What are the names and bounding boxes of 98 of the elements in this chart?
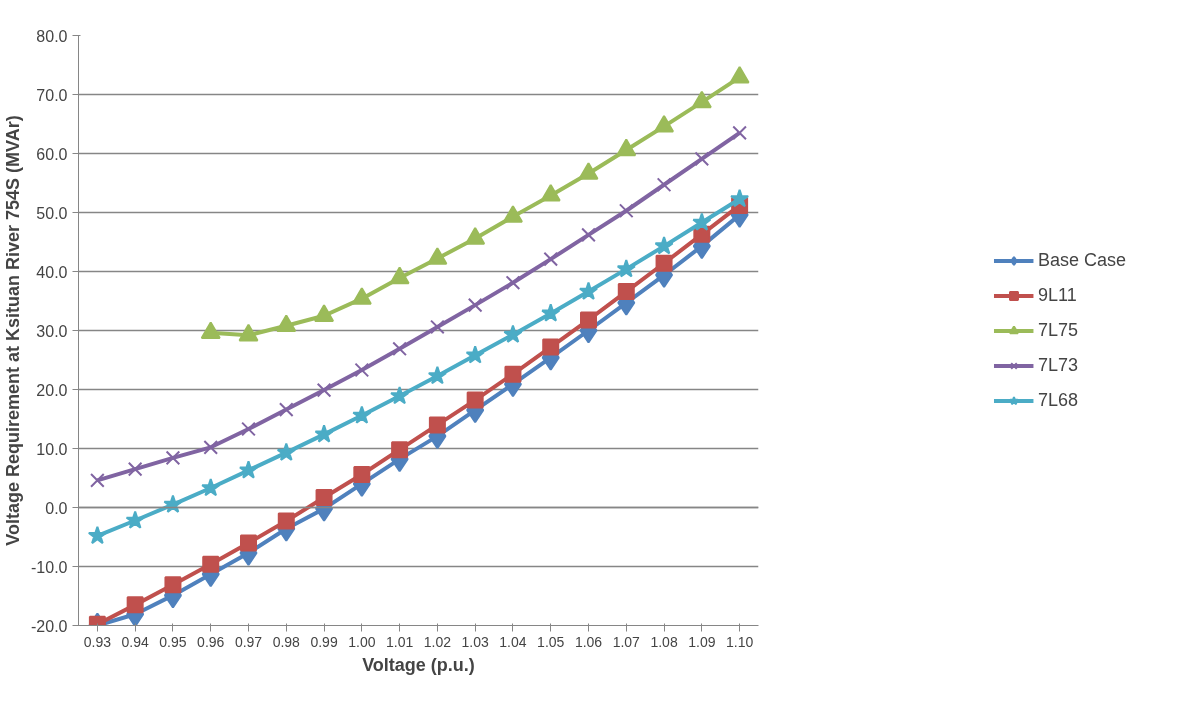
point	[278, 402, 294, 417]
y-tick-label: 50.0	[36, 204, 68, 222]
point	[389, 266, 410, 285]
point	[541, 303, 561, 322]
point	[391, 441, 409, 459]
point	[316, 382, 332, 398]
x-tick-label: 1.01	[385, 633, 414, 650]
y-tick-label: 40.0	[36, 263, 68, 281]
point	[466, 391, 484, 409]
point	[427, 365, 447, 385]
y-tick-label: 80.0	[36, 27, 68, 45]
point	[427, 247, 448, 265]
point	[127, 461, 143, 477]
y-tick-label: 30.0	[36, 322, 68, 340]
point	[540, 184, 561, 202]
point	[465, 227, 486, 245]
point	[353, 465, 371, 483]
point	[504, 365, 522, 383]
point	[315, 488, 333, 506]
x-tick-label: 1.07	[612, 633, 641, 650]
point	[202, 555, 220, 573]
point	[732, 125, 747, 141]
point	[467, 297, 483, 313]
y-tick-label: -10.0	[31, 558, 68, 576]
x-tick-label: 0.95	[159, 633, 187, 650]
point	[240, 534, 257, 552]
x-tick-label: 0.98	[272, 633, 301, 650]
x-tick-label: 0.96	[197, 633, 225, 650]
y-tick-label: 10.0	[36, 440, 68, 458]
point	[694, 151, 710, 167]
x-tick-label: 1.05	[537, 633, 565, 650]
point	[392, 341, 407, 357]
point	[390, 385, 410, 405]
point	[164, 576, 182, 594]
y-axis-title: Voltage Requirement at Ksituan River 754S (MVAr)	[3, 115, 24, 546]
point	[276, 442, 296, 461]
x-tick-label: 1.00	[348, 633, 376, 650]
x-tick-label: 1.09	[688, 633, 716, 650]
y-tick-label: 20.0	[36, 381, 68, 399]
point	[203, 439, 219, 455]
point	[729, 66, 750, 84]
point	[578, 162, 599, 180]
point	[314, 424, 334, 443]
point	[692, 212, 712, 231]
y-tick-label: 70.0	[36, 86, 68, 104]
y-tick-label: -20.0	[31, 617, 68, 635]
point	[87, 525, 107, 545]
point	[505, 275, 521, 291]
x-tick-label: 1.04	[499, 633, 527, 650]
x-tick-label: 0.93	[83, 633, 112, 650]
point	[126, 596, 144, 614]
point	[502, 205, 523, 223]
point	[616, 138, 637, 157]
legend-label: 7L68	[1037, 389, 1079, 411]
point	[654, 114, 675, 133]
point	[163, 494, 183, 513]
point	[277, 512, 295, 530]
point	[351, 287, 372, 305]
point	[428, 416, 446, 434]
point	[691, 90, 712, 109]
point	[90, 473, 105, 488]
point	[617, 283, 635, 301]
legend-label: 7L73	[1037, 354, 1079, 376]
point	[655, 254, 673, 272]
x-tick-label: 0.99	[310, 633, 338, 650]
point	[165, 450, 181, 466]
x-tick-label: 1.02	[423, 633, 452, 650]
x-tick-label: 1.10	[725, 633, 754, 650]
point	[238, 460, 259, 479]
x-tick-label: 1.03	[461, 633, 489, 650]
point	[125, 510, 145, 529]
point	[616, 259, 636, 278]
x-tick-label: 1.06	[574, 633, 603, 650]
point	[730, 188, 750, 208]
legend-label: Base Case	[1037, 249, 1127, 271]
point	[354, 362, 370, 378]
point	[654, 236, 674, 255]
point	[430, 319, 445, 335]
point	[542, 338, 560, 356]
point	[580, 311, 597, 329]
y-tick-label: 60.0	[36, 145, 68, 163]
x-axis-title: Voltage (p.u.)	[362, 654, 475, 675]
point	[503, 324, 523, 343]
point	[352, 405, 372, 424]
point	[543, 251, 559, 267]
x-tick-label: 0.97	[234, 633, 263, 650]
x-tick-label: 0.94	[121, 633, 149, 650]
point	[581, 227, 596, 243]
point	[201, 478, 221, 497]
legend-label: 7L75	[1037, 319, 1079, 341]
x-tick-label: 1.08	[650, 633, 678, 650]
point	[465, 345, 485, 364]
legend-label: 9L11	[1037, 284, 1077, 306]
point	[241, 421, 256, 437]
y-tick-label: 0.0	[45, 499, 68, 517]
point	[200, 321, 221, 340]
point	[578, 281, 599, 300]
point	[618, 203, 634, 219]
